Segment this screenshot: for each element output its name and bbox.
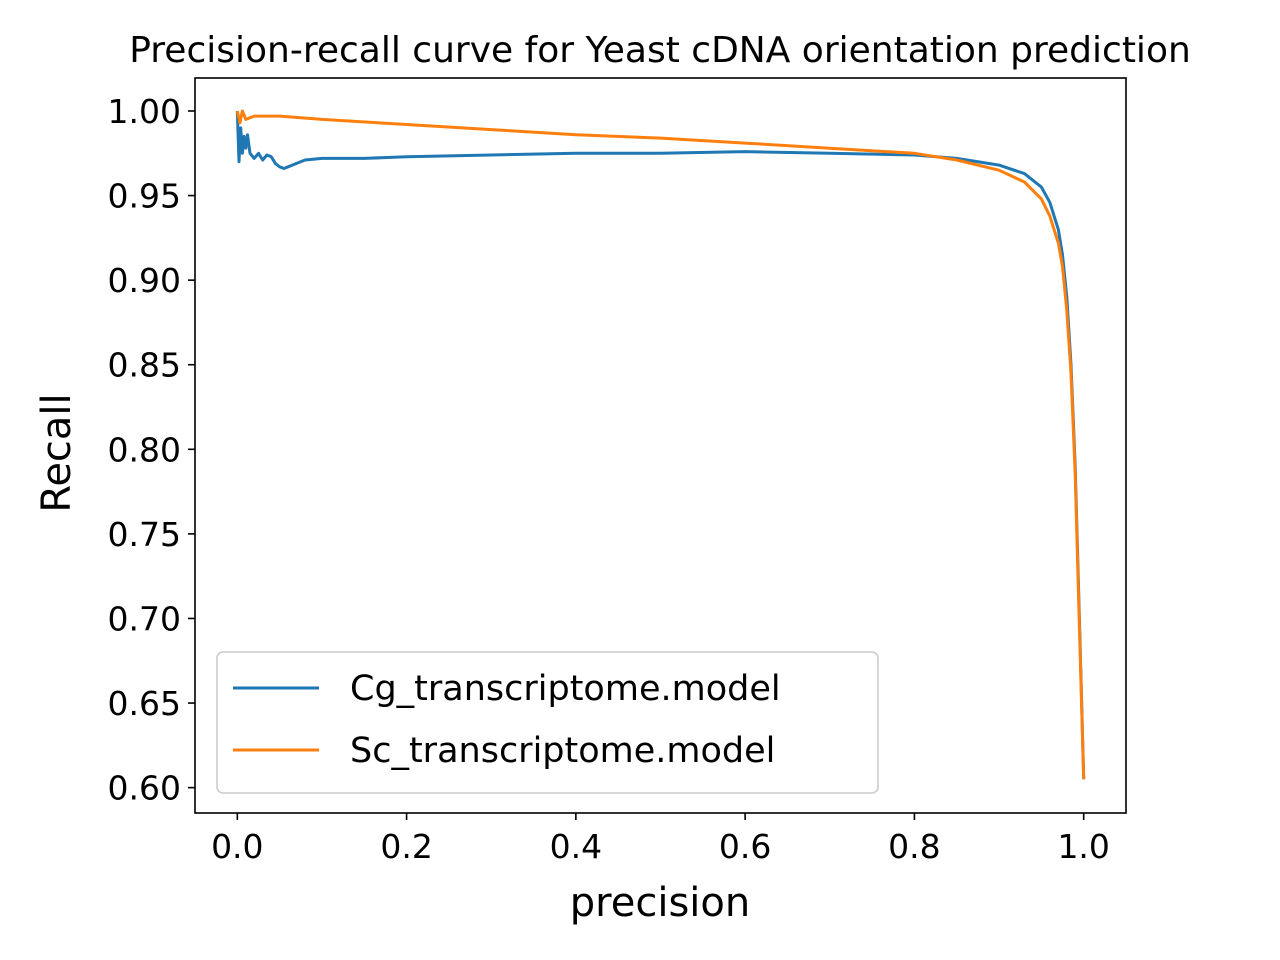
series-line-sc: [235, 109, 1086, 780]
y-tick-label: 0.95: [108, 177, 181, 216]
chart-title: Precision-recall curve for Yeast cDNA or…: [129, 30, 1191, 71]
y-tick-label: 0.60: [108, 769, 181, 808]
x-tick-label: 0.0: [211, 827, 263, 866]
x-axis-ticks: 0.0 0.2 0.4 0.6 0.8 1.0: [211, 813, 1110, 866]
y-tick-label: 1.00: [108, 92, 181, 131]
x-tick-label: 0.4: [550, 827, 602, 866]
x-tick-label: 1.0: [1057, 827, 1109, 866]
series-layer: [235, 109, 1086, 780]
legend: Cg_transcriptome.model Sc_transcriptome.…: [216, 651, 879, 794]
y-tick-label: 0.75: [108, 515, 181, 554]
legend-label-cg: Cg_transcriptome.model: [350, 669, 781, 709]
y-axis-label: Recall: [34, 393, 80, 512]
y-tick-label: 0.80: [108, 430, 181, 469]
x-tick-label: 0.2: [380, 827, 432, 866]
y-tick-label: 0.85: [108, 346, 181, 385]
series-line-cg: [235, 110, 1086, 780]
y-axis-ticks: 0.60 0.65 0.70 0.75 0.80 0.85 0.90 0.95 1.00: [108, 92, 195, 808]
x-tick-label: 0.8: [888, 827, 940, 866]
y-tick-label: 0.70: [108, 599, 181, 638]
legend-box: [216, 651, 879, 794]
y-tick-label: 0.90: [108, 261, 181, 300]
x-tick-label: 0.6: [719, 827, 771, 866]
legend-label-sc: Sc_transcriptome.model: [350, 731, 775, 771]
x-axis-label: precision: [570, 880, 750, 926]
y-tick-label: 0.65: [108, 684, 181, 723]
